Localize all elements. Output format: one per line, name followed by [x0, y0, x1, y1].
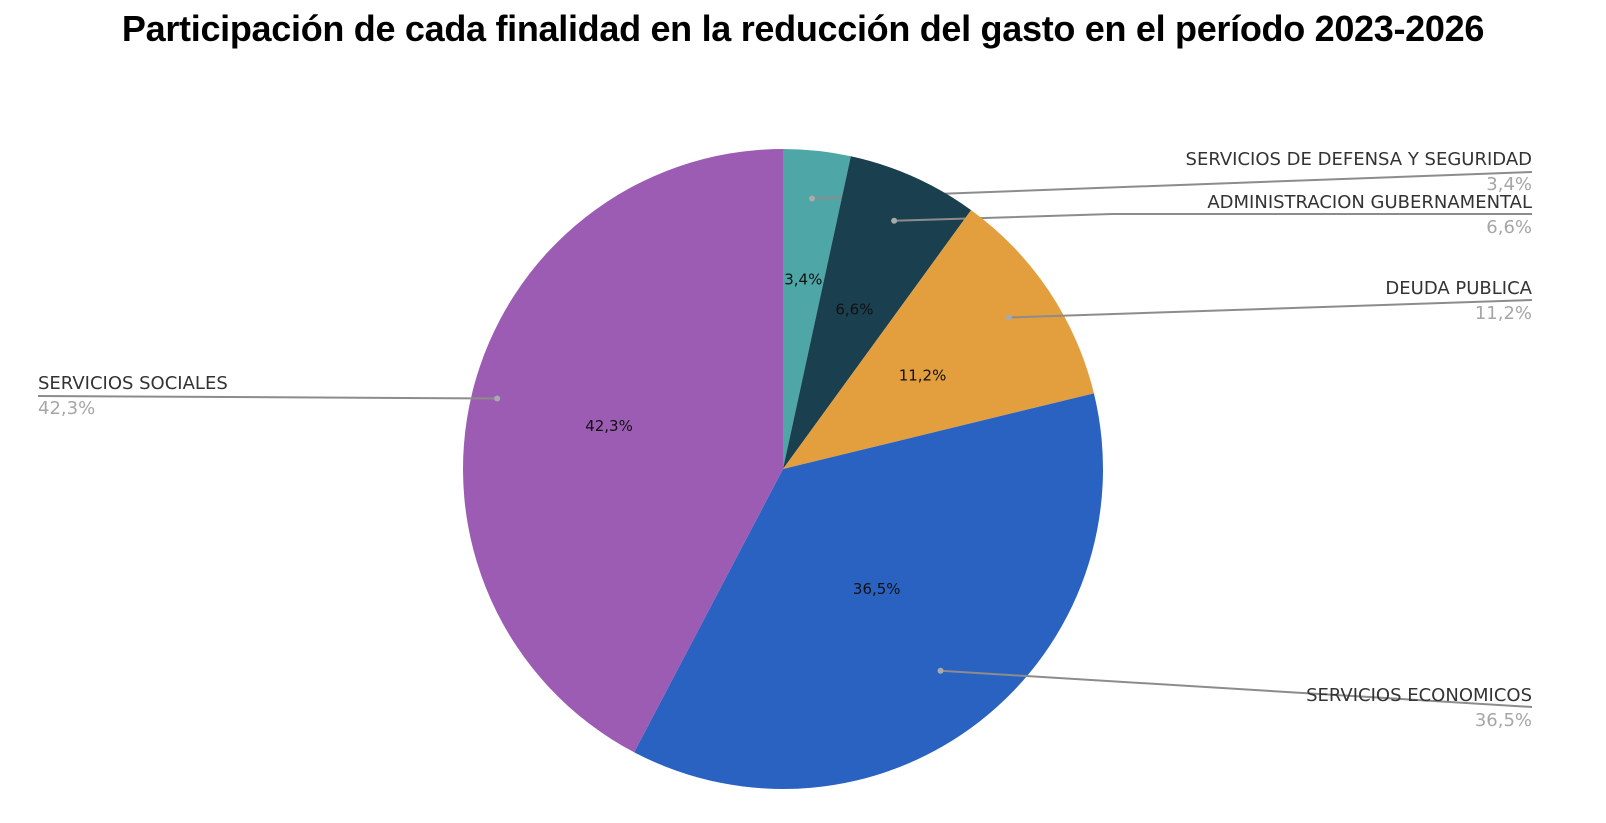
slice-category-label: SERVICIOS DE DEFENSA Y SEGURIDAD	[1186, 149, 1532, 170]
pie-slice	[783, 156, 972, 469]
slice-callout: SERVICIOS SOCIALES 42,3%	[37, 373, 501, 419]
slice-percent-label: 36,5%	[1475, 710, 1532, 731]
slice-percent-label: 3,4%	[1486, 174, 1532, 195]
slice-value-label: 6,6%	[835, 301, 873, 319]
slice-callout: SERVICIOS ECONOMICOS 36,5%	[937, 667, 1533, 731]
pie-slice	[783, 149, 851, 469]
pie-slice	[634, 393, 1103, 790]
slice-category-label: SERVICIOS ECONOMICOS	[1306, 685, 1532, 706]
slice-callout: ADMINISTRACION GUBERNAMENTAL 6,6%	[891, 192, 1532, 238]
slice-category-label: DEUDA PUBLICA	[1385, 278, 1532, 299]
chart-title: Participación de cada finalidad en la re…	[121, 8, 1485, 49]
slice-value-label: 42,3%	[585, 417, 633, 435]
slice-category-label: ADMINISTRACION GUBERNAMENTAL	[1207, 192, 1532, 213]
pie-slice	[462, 149, 783, 753]
slice-value-label: 11,2%	[899, 366, 947, 384]
slice-value-label: 36,5%	[853, 580, 901, 598]
slice-percent-label: 11,2%	[1475, 303, 1532, 324]
pie-slice	[783, 210, 1094, 469]
slice-callout: DEUDA PUBLICA 11,2%	[1005, 278, 1533, 324]
slice-category-label: SERVICIOS SOCIALES	[38, 373, 228, 394]
slice-value-label: 3,4%	[784, 271, 822, 289]
slice-percent-label: 42,3%	[38, 398, 95, 419]
slice-percent-label: 6,6%	[1486, 217, 1532, 238]
